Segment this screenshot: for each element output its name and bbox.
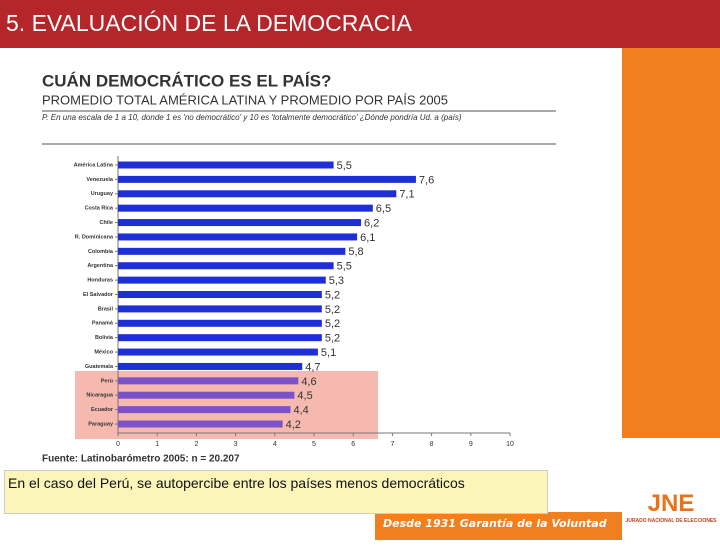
y-tick-label: R. Dominicana [75,234,114,240]
bar [118,334,322,342]
y-tick-label: Panamá [92,321,114,327]
value-label: 5,3 [329,275,344,287]
value-label: 4,2 [286,419,301,431]
y-tick-label: Ecuador [91,407,114,413]
bar [118,420,283,428]
x-tick-label: 9 [469,441,473,448]
value-label: 7,1 [399,189,414,201]
bar [118,175,416,183]
chart-title: CUÁN DEMOCRÁTICO ES EL PAÍS? [42,71,331,90]
bar [118,161,334,169]
x-tick-label: 1 [155,441,159,448]
bar [118,219,362,227]
y-tick-label: Paraguay [88,421,114,427]
y-tick-label: El Salvador [83,292,114,298]
bar [118,247,346,255]
x-tick-label: 5 [312,441,316,448]
bar [118,262,334,270]
x-tick-label: 0 [116,441,120,448]
bar [118,362,303,370]
bar [118,377,299,385]
y-tick-label: Venezuela [86,177,114,183]
bar [118,319,322,327]
y-tick-label: Uruguay [91,191,114,197]
bar [118,291,322,299]
value-label: 5,2 [325,333,340,345]
logo: JNE JURADO NACIONAL DE ELECCIONES [622,438,720,540]
value-label: 6,2 [364,217,379,229]
value-label: 6,5 [376,203,391,215]
slide: 5. EVALUACIÓN DE LA DEMOCRACIA JNE JURAD… [0,0,720,540]
value-label: 4,5 [297,390,312,402]
bar [118,204,373,212]
y-tick-label: América Latina [74,162,114,168]
bar [118,276,326,284]
y-tick-label: Costa Rica [85,206,114,212]
bar [118,391,295,399]
logo-text: JNE [647,490,695,517]
chart: CUÁN DEMOCRÁTICO ES EL PAÍS? PROMEDIO TO… [42,71,556,465]
y-tick-label: Honduras [87,278,113,284]
y-tick-label: Nicaragua [86,393,114,399]
bar [118,233,358,241]
y-tick-label: Argentina [87,263,114,269]
bar [118,348,318,356]
caption: En el caso del Perú, se autopercibe entr… [4,470,548,514]
value-label: 4,4 [293,405,308,417]
bar [118,305,322,313]
x-tick-label: 10 [506,441,514,448]
value-label: 5,5 [337,160,352,172]
y-tick-label: Bolivia [95,335,114,341]
question-box: P. En una escala de 1 a 10, donde 1 es '… [42,113,462,122]
value-label: 5,1 [321,347,336,359]
logo-subtitle: JURADO NACIONAL DE ELECCIONES [625,518,717,524]
value-label: 6,1 [360,232,375,244]
y-tick-label: Guatemala [85,364,114,370]
bar [118,190,397,198]
value-label: 5,5 [337,261,352,273]
chart-subtitle: PROMEDIO TOTAL AMÉRICA LATINA Y PROMEDIO… [42,92,448,107]
bar [118,406,291,414]
y-tick-label: Perú [101,378,113,384]
y-tick-label: México [94,350,113,356]
value-label: 4,6 [301,376,316,388]
x-tick-label: 8 [430,441,434,448]
x-tick-label: 6 [351,441,355,448]
source: Fuente: Latinobarómetro 2005: n = 20.207 [42,454,240,465]
x-tick-label: 3 [234,441,238,448]
chart-question: P. En una escala de 1 a 10, donde 1 es '… [42,113,462,122]
slogan: Desde 1931 Garantía de la Voluntad Popul… [375,512,622,554]
value-label: 7,6 [419,174,434,186]
value-label: 5,8 [348,246,363,258]
x-tick-label: 2 [194,441,198,448]
slide-title: 5. EVALUACIÓN DE LA DEMOCRACIA [0,0,720,48]
y-tick-label: Chile [100,220,113,226]
x-tick-label: 7 [390,441,394,448]
y-tick-label: Brasil [98,306,114,312]
value-label: 5,2 [325,318,340,330]
x-tick-label: 4 [273,441,277,448]
value-label: 5,2 [325,304,340,316]
y-tick-label: Colombia [88,249,114,255]
value-label: 4,7 [305,361,320,373]
value-label: 5,2 [325,289,340,301]
